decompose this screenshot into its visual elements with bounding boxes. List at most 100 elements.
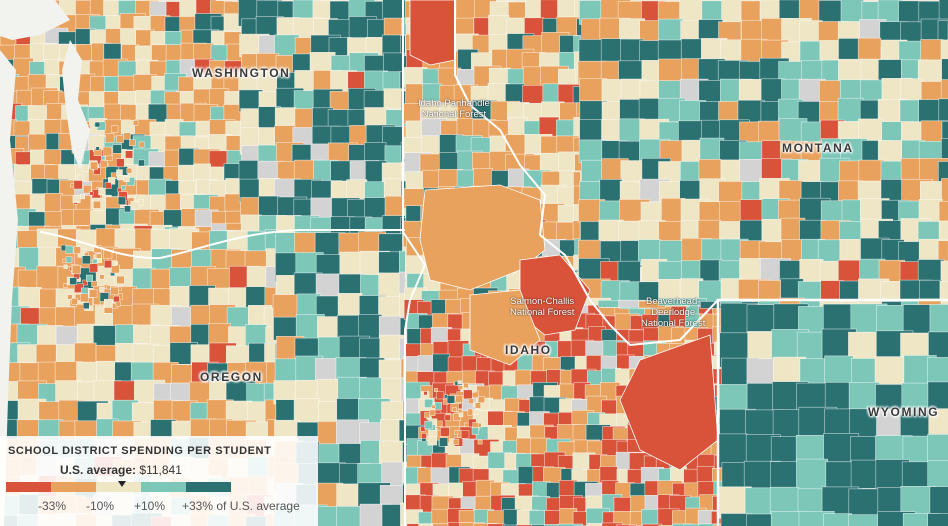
district-area <box>63 283 68 288</box>
district-area <box>103 299 113 308</box>
district-area <box>454 430 459 435</box>
district-area <box>439 437 448 447</box>
legend-swatch-above <box>141 482 186 492</box>
district-area <box>440 427 450 437</box>
forest-label-line: Salmon-Challis <box>510 296 575 307</box>
district-area <box>452 407 457 412</box>
district-area <box>71 298 78 305</box>
legend-swatch-near <box>96 482 141 492</box>
district-area <box>458 380 462 385</box>
forest-label-salmon-challis: Salmon-Challis National Forest <box>510 296 574 318</box>
district-area <box>116 169 123 176</box>
district-area <box>544 524 562 526</box>
district-area <box>398 271 406 296</box>
district-area <box>111 264 120 274</box>
legend-swatch-low <box>6 482 51 492</box>
district-area <box>123 132 131 140</box>
district-area <box>927 460 948 490</box>
district-area <box>112 144 122 154</box>
legend-tick-minus10: -10% <box>86 499 115 513</box>
district-area <box>335 505 363 526</box>
district-area <box>82 302 90 309</box>
legend: SCHOOL DISTRICT SPENDING PER STUDENT U.S… <box>0 436 318 526</box>
district-area <box>95 146 100 151</box>
district-area <box>117 187 122 193</box>
district-area <box>424 399 434 408</box>
district-area <box>424 412 431 419</box>
border-id-mt <box>454 0 719 346</box>
district-area <box>118 286 122 291</box>
district-area <box>72 195 81 203</box>
forest-label-idaho-panhandle: Idaho Panhandle National Forest <box>418 98 490 120</box>
district-area <box>96 253 102 259</box>
district-area <box>617 260 641 284</box>
district-area <box>458 412 464 418</box>
legend-title: SCHOOL DISTRICT SPENDING PER STUDENT <box>8 445 272 457</box>
district-area <box>72 265 82 275</box>
district-area <box>93 200 101 209</box>
forest-label-line: National Forest <box>641 318 706 329</box>
district-area <box>477 396 486 404</box>
district-area <box>929 486 948 518</box>
district-area <box>77 174 84 181</box>
legend-swatch-below <box>51 482 96 492</box>
district-area <box>464 422 469 427</box>
district-area <box>458 385 463 390</box>
district-area <box>79 293 89 303</box>
district-area <box>62 258 67 263</box>
district-area <box>225 222 244 231</box>
legend-tick-plus33: +33% of U.S. average <box>182 499 300 513</box>
state-label-idaho: IDAHO <box>505 343 552 357</box>
district-area <box>823 513 852 526</box>
district-area <box>477 439 483 445</box>
district-area <box>92 258 98 264</box>
district-area <box>434 388 438 392</box>
district-area <box>67 294 73 300</box>
district-area <box>85 274 93 282</box>
district-area <box>469 289 541 366</box>
district-area <box>531 524 551 526</box>
district-area <box>100 160 108 168</box>
district-area <box>110 286 119 296</box>
district-area <box>105 133 115 143</box>
district-area <box>117 196 126 205</box>
district-area <box>115 301 121 307</box>
district-area <box>927 513 948 526</box>
district-area <box>102 146 113 157</box>
state-label-wyoming: WYOMING <box>868 405 940 419</box>
district-area <box>642 523 663 526</box>
district-area <box>63 264 68 269</box>
district-area <box>409 0 456 66</box>
district-area <box>124 205 131 213</box>
district-area <box>436 420 443 427</box>
district-area <box>65 245 74 254</box>
district-area <box>460 430 470 439</box>
district-area <box>431 404 436 409</box>
district-area <box>463 382 469 389</box>
forest-label-line: Beaverhead- <box>646 296 701 307</box>
district-area <box>73 246 81 254</box>
district-area <box>616 524 637 526</box>
district-area <box>619 334 719 471</box>
district-area <box>83 185 92 194</box>
district-area <box>116 135 124 143</box>
district-area <box>208 323 231 346</box>
state-label-oregon: OREGON <box>200 370 263 384</box>
district-area <box>106 285 111 290</box>
district-area <box>123 175 130 182</box>
district-area <box>718 433 748 468</box>
district-area <box>436 391 445 400</box>
district-area <box>138 141 145 148</box>
district-area <box>121 185 126 190</box>
district-area <box>82 279 88 286</box>
district-area <box>429 409 436 416</box>
district-area <box>104 182 112 189</box>
legend-average-value: $11,841 <box>139 463 182 477</box>
district-area <box>683 523 710 526</box>
district-area <box>641 508 661 526</box>
district-area <box>557 523 584 526</box>
legend-average-label: U.S. average: <box>60 463 137 477</box>
legend-average-pointer-icon <box>118 481 126 487</box>
district-area <box>516 524 534 526</box>
